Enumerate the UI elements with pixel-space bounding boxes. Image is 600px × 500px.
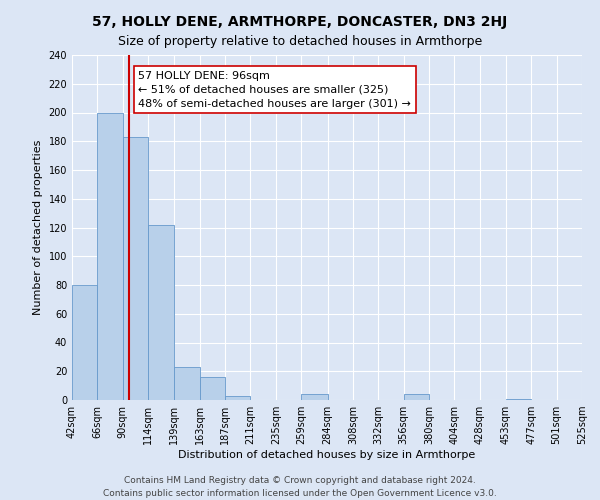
Bar — [301, 394, 328, 400]
Text: Contains HM Land Registry data © Crown copyright and database right 2024.
Contai: Contains HM Land Registry data © Crown c… — [103, 476, 497, 498]
Bar — [404, 394, 429, 400]
Bar — [175, 367, 200, 400]
Text: 57 HOLLY DENE: 96sqm
← 51% of detached houses are smaller (325)
48% of semi-deta: 57 HOLLY DENE: 96sqm ← 51% of detached h… — [139, 70, 411, 108]
Bar — [97, 112, 122, 400]
X-axis label: Distribution of detached houses by size in Armthorpe: Distribution of detached houses by size … — [178, 450, 476, 460]
Bar — [148, 224, 175, 400]
Bar — [506, 398, 532, 400]
Bar — [200, 377, 225, 400]
Bar — [225, 396, 250, 400]
Text: Size of property relative to detached houses in Armthorpe: Size of property relative to detached ho… — [118, 35, 482, 48]
Bar — [72, 285, 97, 400]
Bar — [122, 137, 148, 400]
Y-axis label: Number of detached properties: Number of detached properties — [33, 140, 43, 315]
Text: 57, HOLLY DENE, ARMTHORPE, DONCASTER, DN3 2HJ: 57, HOLLY DENE, ARMTHORPE, DONCASTER, DN… — [92, 15, 508, 29]
